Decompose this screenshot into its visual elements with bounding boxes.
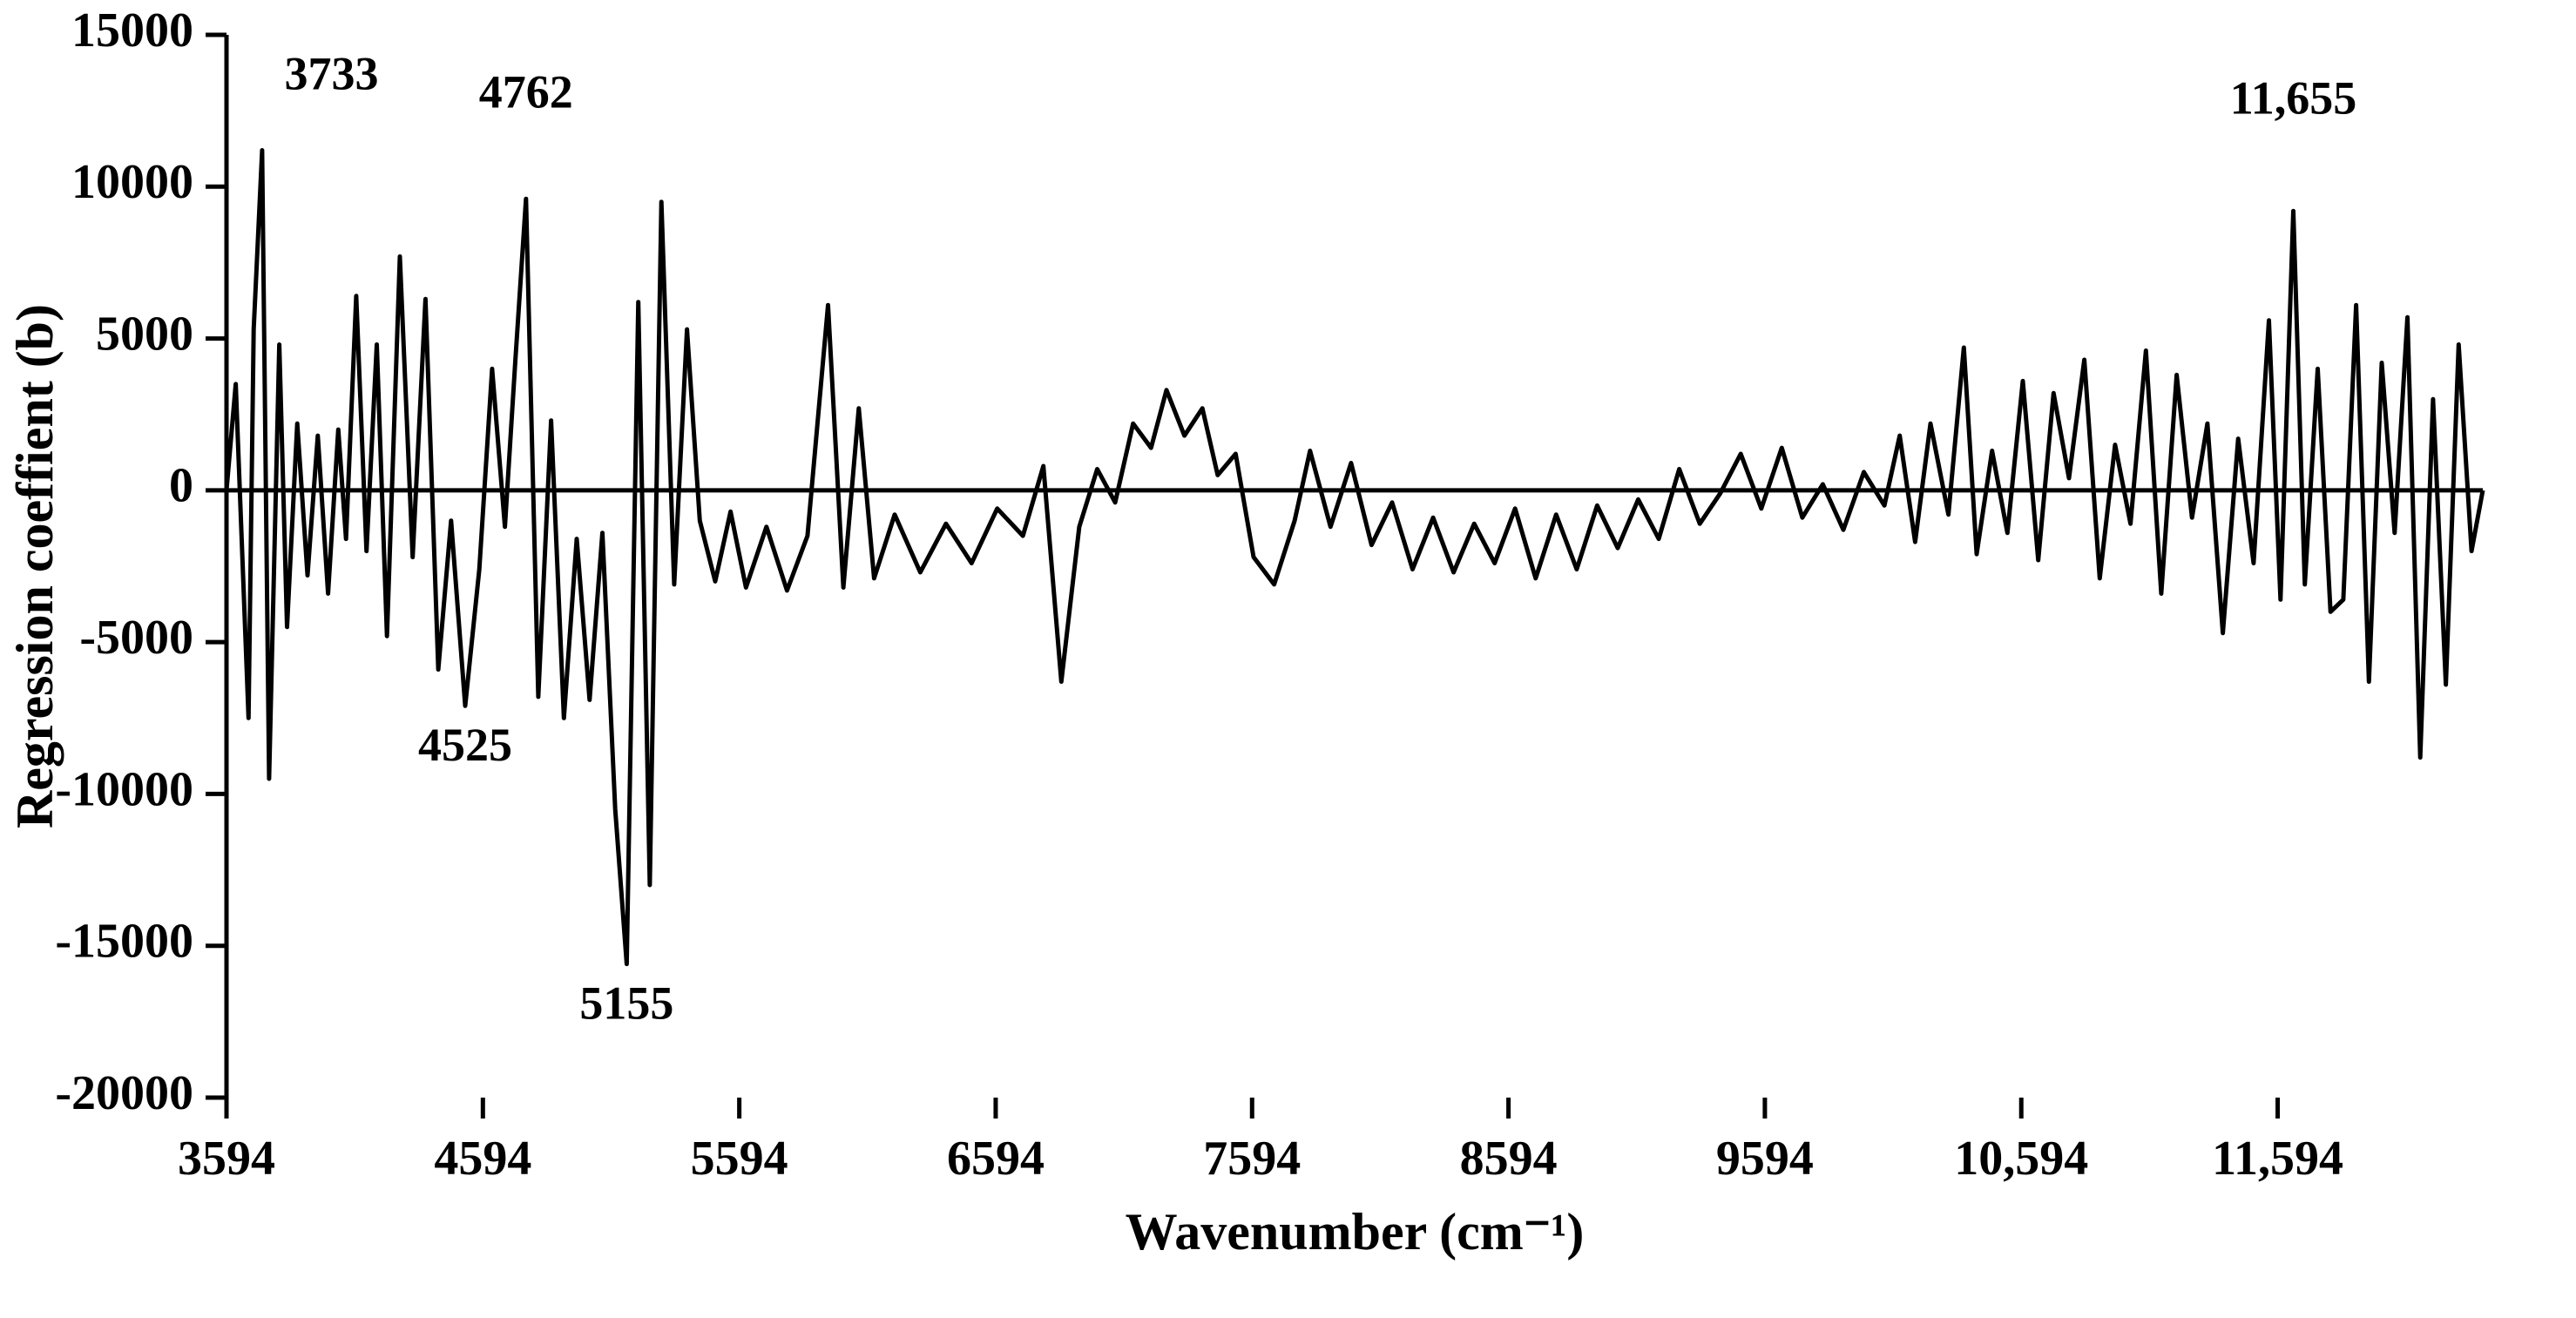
chart-svg: -20000 -15000 -10000 -5000 0 5000 10000 15000 35… [0,0,2576,1318]
x-tick-label: 11,594 [2212,1132,2343,1186]
x-tick-label: 7594 [1203,1132,1301,1186]
peak-label: 11,655 [2230,72,2357,125]
x-tick-label: 8594 [1460,1132,1558,1186]
y-tick-label: 15000 [71,3,193,57]
y-tick-label: 0 [169,459,193,513]
x-tick-label: 6594 [947,1132,1045,1186]
y-tick-label: 10000 [71,155,193,209]
x-tick-label: 5594 [691,1132,788,1186]
peak-label: 5155 [579,977,673,1029]
x-axis-label: Wavenumber (cm⁻¹) [1126,1203,1585,1261]
x-tick-label: 10,594 [1954,1132,2088,1186]
peak-label: 3733 [285,48,379,100]
x-tick-label: 9594 [1716,1132,1814,1186]
y-tick-label: -15000 [55,915,193,969]
series-line [226,151,2483,964]
regression-coefficient-chart: -20000 -15000 -10000 -5000 0 5000 10000 15000 35… [0,0,2576,1318]
peak-label: 4762 [479,66,573,118]
y-tick-label: -10000 [55,762,193,816]
y-axis-label: Regression coeffient (b) [6,304,64,828]
y-tick-label: -5000 [79,611,193,665]
peak-label: 4525 [418,719,512,771]
x-tick-label: 4594 [434,1132,531,1186]
x-tick-label: 3594 [178,1132,275,1186]
y-tick-label: -20000 [55,1066,193,1120]
y-tick-label: 5000 [96,307,193,361]
